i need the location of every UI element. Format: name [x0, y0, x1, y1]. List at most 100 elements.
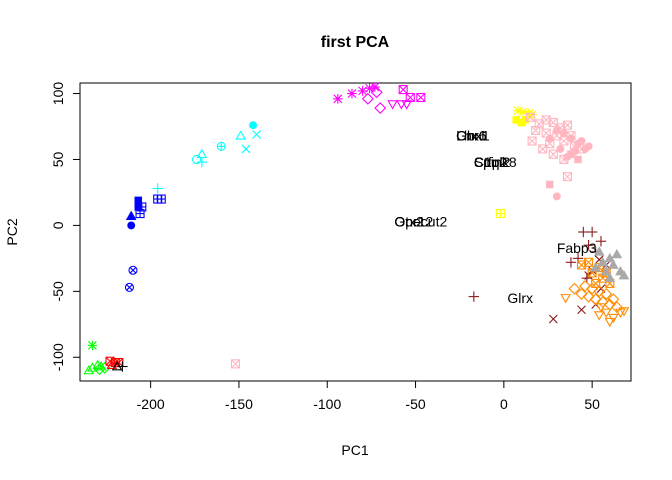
- data-point: [374, 102, 387, 115]
- data-point: [582, 290, 595, 303]
- data-point: [333, 94, 343, 104]
- gene-label: Cnr1: [456, 128, 487, 144]
- gene-label: Ctfp2: [474, 154, 508, 170]
- gene-label: Otx2: [394, 213, 424, 229]
- data-point: [604, 317, 616, 328]
- data-point: [152, 183, 163, 194]
- data-point: [577, 137, 586, 145]
- data-point: [531, 125, 541, 136]
- data-point: [610, 301, 623, 314]
- data-point: [398, 85, 408, 95]
- data-point: [552, 192, 561, 201]
- gene-label: Spink8: [474, 154, 517, 170]
- data-point: [567, 150, 575, 158]
- x-axis-label: PC1: [341, 442, 368, 458]
- x-tick-label: -100: [313, 396, 341, 412]
- data-point: [124, 282, 134, 292]
- data-point: [347, 88, 357, 99]
- gene-label: C1ql2: [474, 154, 511, 170]
- data-point: [93, 363, 106, 376]
- y-tick-label: -50: [50, 281, 66, 301]
- data-point: [405, 92, 415, 103]
- data-point: [595, 303, 607, 313]
- x-tick-label: 0: [500, 396, 508, 412]
- chart-title: first PCA: [321, 34, 390, 51]
- data-point: [595, 236, 607, 247]
- data-point: [249, 121, 258, 130]
- data-point: [370, 86, 383, 99]
- data-point: [416, 92, 426, 103]
- data-point: [604, 272, 616, 283]
- y-tick-label: 50: [50, 151, 66, 167]
- data-point: [607, 259, 619, 269]
- data-point: [196, 156, 208, 168]
- data-point: [396, 100, 407, 110]
- data-point: [216, 141, 226, 151]
- data-point: [596, 295, 609, 308]
- data-point: [235, 130, 247, 140]
- y-axis-label: PC2: [4, 218, 20, 245]
- data-point: [128, 265, 138, 275]
- data-point: [600, 287, 613, 300]
- data-point: [575, 287, 588, 300]
- data-point: [127, 221, 136, 230]
- data-point: [527, 136, 537, 146]
- data-point: [117, 361, 128, 372]
- data-points: [83, 82, 630, 376]
- data-point: [574, 155, 582, 164]
- data-point: [230, 359, 240, 369]
- gene-label: Onecut2: [394, 213, 447, 229]
- data-point: [578, 226, 589, 238]
- data-point: [577, 305, 586, 315]
- data-point: [591, 278, 601, 288]
- data-point: [600, 308, 612, 318]
- data-point: [581, 272, 593, 284]
- data-point: [589, 293, 602, 306]
- data-point: [593, 246, 605, 256]
- data-point: [252, 130, 261, 139]
- data-point: [548, 314, 558, 324]
- data-point: [83, 364, 95, 375]
- data-point: [584, 142, 593, 151]
- data-point: [583, 239, 594, 251]
- gene-label: Gbx1: [456, 128, 490, 144]
- data-point: [525, 112, 535, 122]
- data-point: [548, 149, 558, 159]
- data-point: [137, 202, 147, 212]
- plot-frame: [79, 82, 632, 382]
- x-tick-label: -50: [405, 396, 425, 412]
- data-point: [387, 100, 398, 110]
- data-point: [156, 194, 166, 204]
- data-point: [125, 210, 137, 221]
- data-point: [600, 266, 612, 276]
- data-point: [607, 293, 620, 306]
- data-point: [87, 340, 98, 351]
- data-point: [611, 248, 623, 259]
- data-point: [618, 307, 630, 317]
- data-point: [527, 109, 537, 120]
- data-point: [559, 129, 568, 138]
- data-point: [357, 86, 368, 96]
- gene-label: Glrx: [507, 290, 533, 306]
- y-tick-label: -100: [50, 343, 66, 371]
- x-axis: -200 -150 -100 -50 0 50: [137, 380, 600, 412]
- data-point: [565, 257, 577, 268]
- data-point: [361, 92, 374, 105]
- data-point: [567, 134, 575, 143]
- data-point: [579, 280, 592, 293]
- data-point: [584, 257, 594, 267]
- data-point: [562, 172, 572, 182]
- data-point: [111, 360, 123, 371]
- data-point: [568, 282, 581, 295]
- y-axis: -100 -50 0 50 100: [50, 82, 81, 371]
- y-tick-label: 100: [50, 82, 66, 106]
- x-tick-label: -150: [225, 396, 253, 412]
- data-point: [196, 148, 208, 159]
- data-point: [513, 105, 523, 116]
- data-point: [241, 144, 251, 154]
- data-point: [495, 208, 505, 219]
- gene-label: Lhx6: [456, 128, 487, 144]
- y-tick-label: 0: [50, 221, 66, 229]
